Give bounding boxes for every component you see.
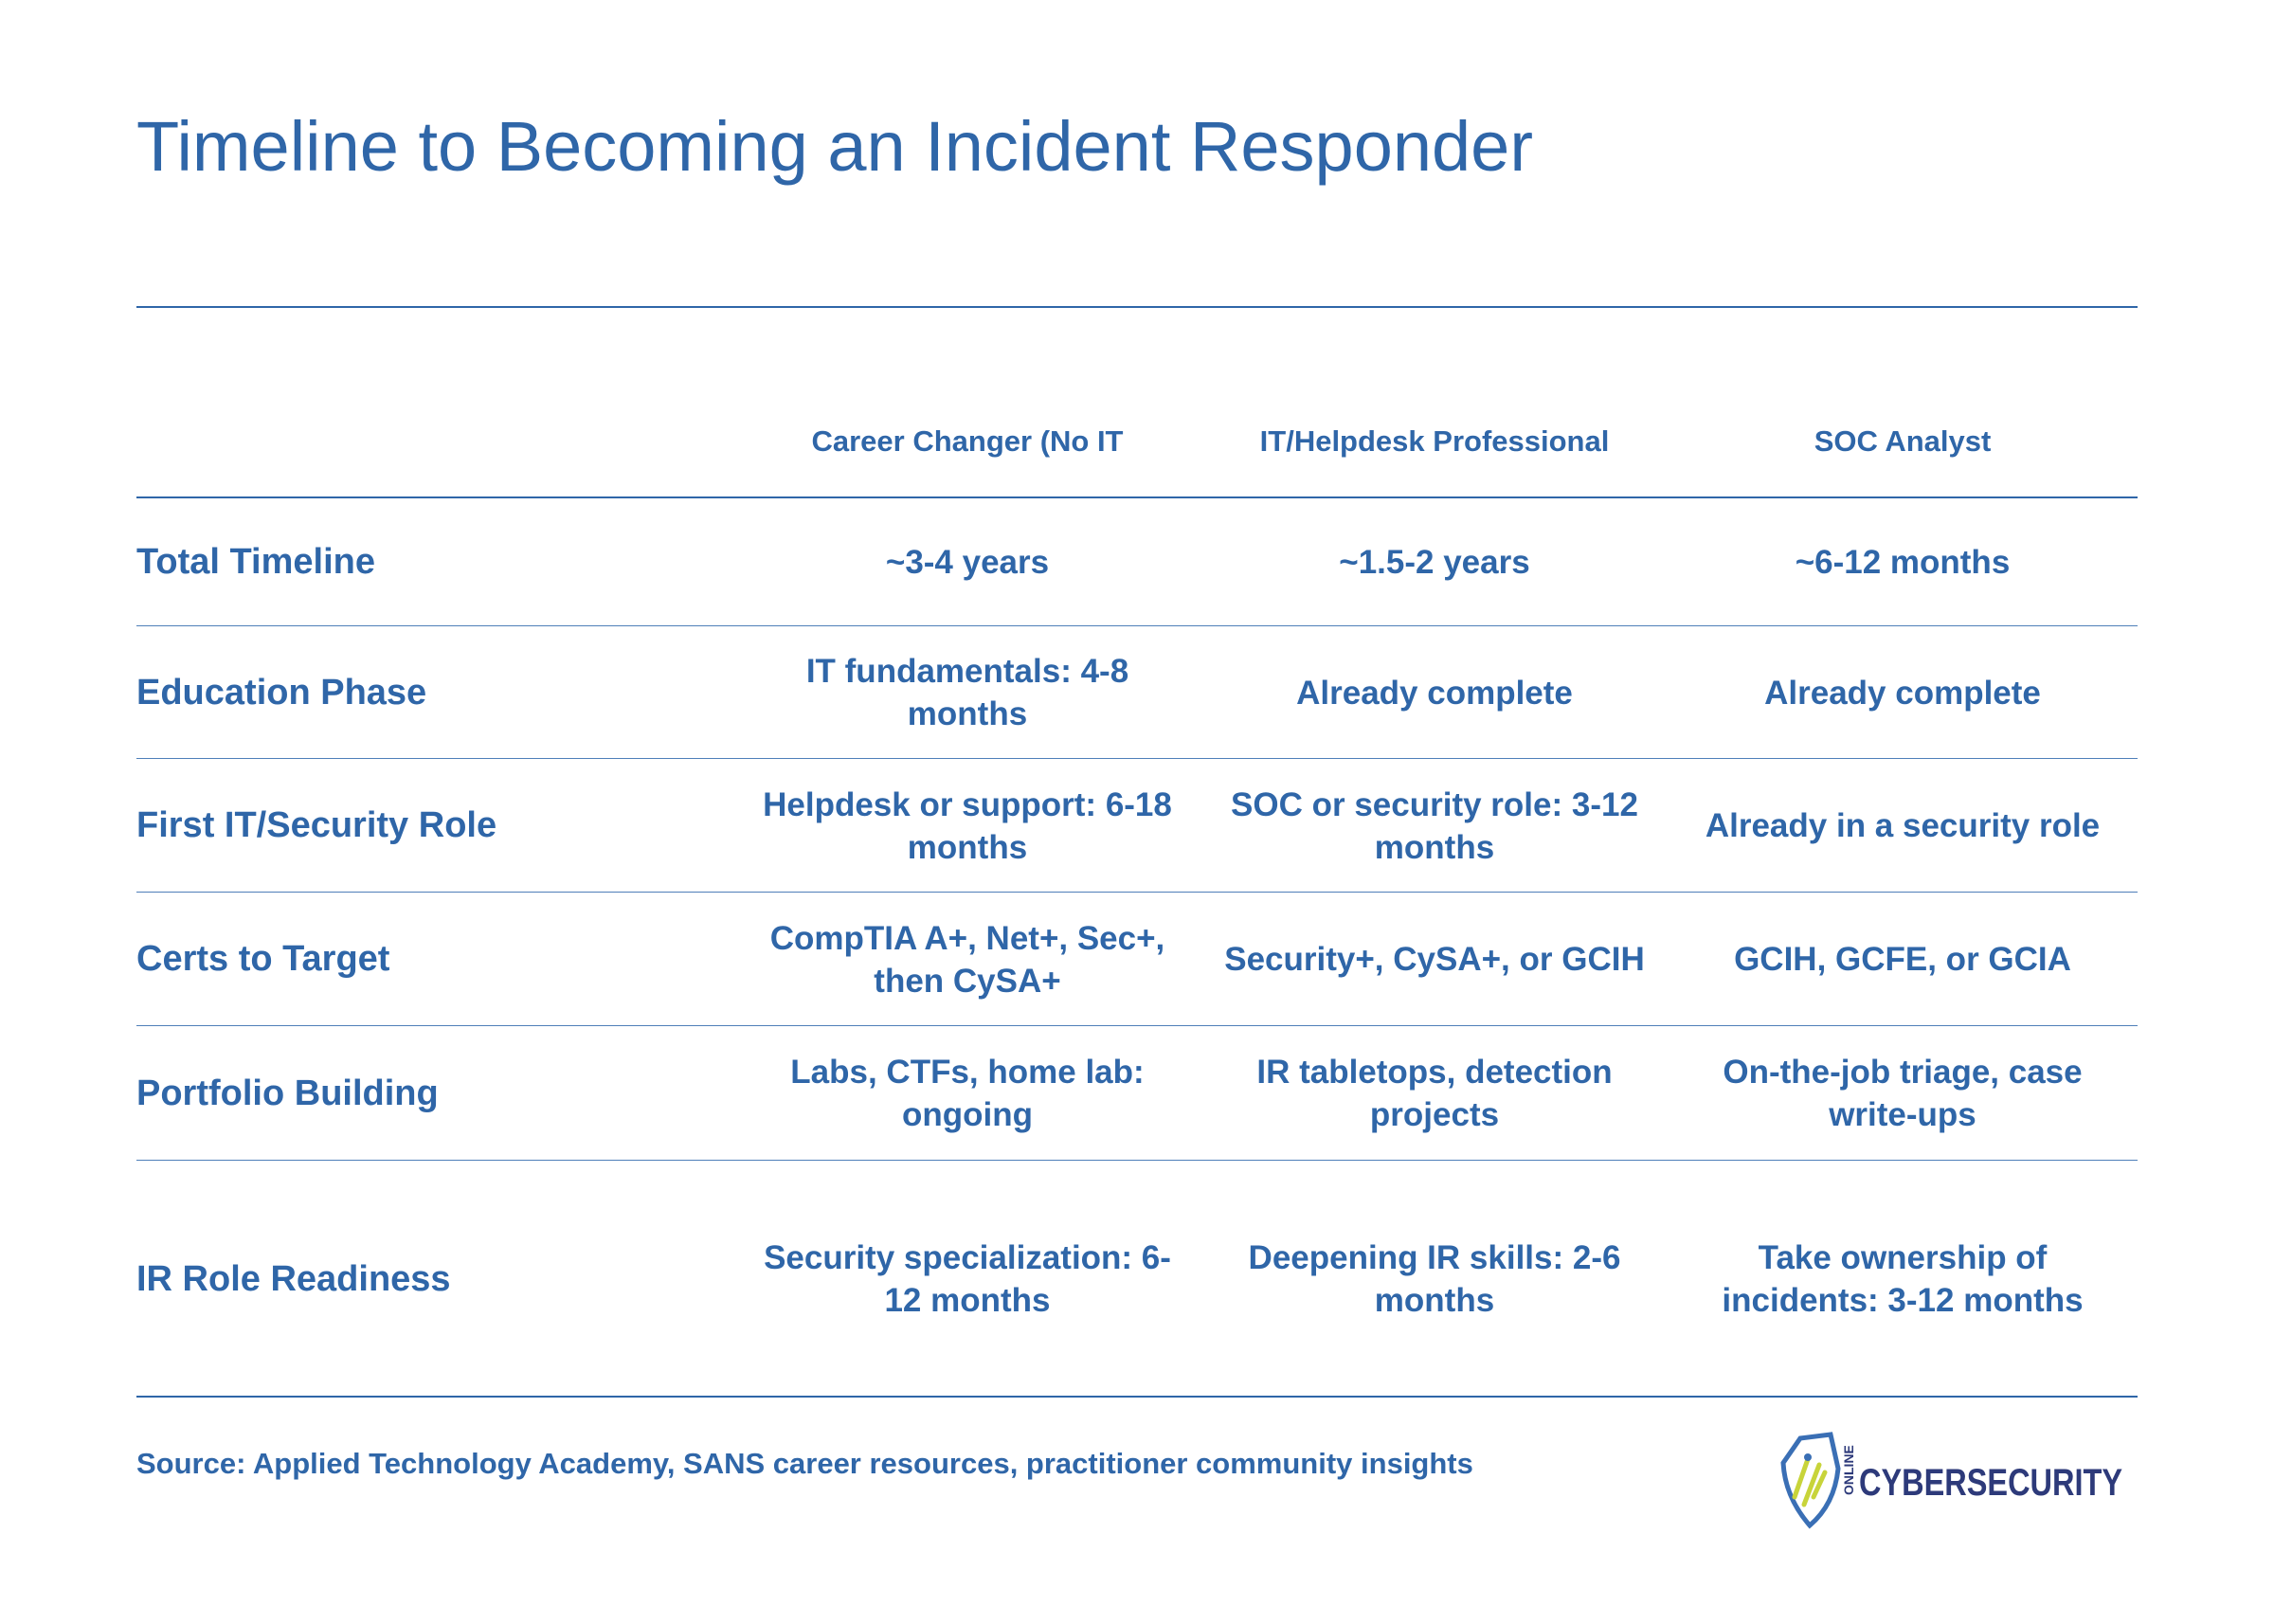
row-label: First IT/Security Role bbox=[136, 805, 497, 845]
table-cell: IR tabletops, detection projects bbox=[1256, 1054, 1613, 1133]
table-cell: Take ownership of incidents: 3-12 months bbox=[1722, 1239, 2084, 1319]
logo-shield bbox=[1780, 1432, 1841, 1529]
row-label: Education Phase bbox=[136, 672, 427, 713]
row-label: IR Role Readiness bbox=[136, 1258, 451, 1299]
table-cell: ~1.5-2 years bbox=[1339, 544, 1530, 581]
table-cell: CompTIA A+, Net+, Sec+, then CySA+ bbox=[769, 919, 1165, 1000]
row-divider bbox=[136, 892, 2138, 893]
table-cell: Security+, CySA+, or GCIH bbox=[1224, 941, 1645, 978]
table-cell: Security specialization: 6-12 months bbox=[764, 1239, 1171, 1319]
table-cell: GCIH, GCFE, or GCIA bbox=[1734, 941, 2071, 978]
table-cell: Already in a security role bbox=[1705, 807, 2101, 844]
table-cell: Already complete bbox=[1764, 674, 2041, 712]
top-rule bbox=[136, 306, 2138, 308]
logo-dot bbox=[1804, 1453, 1812, 1461]
table-cell: SOC or security role: 3-12 months bbox=[1231, 785, 1638, 866]
row-divider bbox=[136, 1025, 2138, 1026]
row-divider bbox=[136, 625, 2138, 626]
row-label: Total Timeline bbox=[136, 542, 375, 582]
table-cell: ~3-4 years bbox=[885, 544, 1050, 581]
logo: ONLINE CYBERSECURITY bbox=[1780, 1432, 2122, 1529]
column-header: Career Changer (No IT bbox=[811, 424, 1124, 458]
table-cell: Deepening IR skills: 2-6 months bbox=[1248, 1239, 1621, 1319]
logo-text: CYBERSECURITY bbox=[1859, 1462, 2122, 1504]
table-cell: ~6-12 months bbox=[1795, 544, 2011, 581]
title: Timeline to Becoming an Incident Respond… bbox=[136, 107, 1533, 186]
column-header: IT/Helpdesk Professional bbox=[1259, 424, 1610, 458]
row-label: Portfolio Building bbox=[136, 1073, 439, 1113]
table-cell: IT fundamentals: 4-8 months bbox=[805, 653, 1129, 732]
row-divider bbox=[136, 1160, 2138, 1161]
logo-lines bbox=[1792, 1456, 1828, 1507]
column-header: SOC Analyst bbox=[1814, 424, 1992, 458]
table-cell: Helpdesk or support: 6-18 months bbox=[763, 785, 1172, 866]
row-label: Certs to Target bbox=[136, 939, 390, 979]
header-rule bbox=[136, 496, 2138, 498]
logo-small-text: ONLINE bbox=[1841, 1445, 1856, 1495]
row-divider bbox=[136, 758, 2138, 759]
table-cell: Already complete bbox=[1296, 674, 1573, 712]
source-note: Source: Applied Technology Academy, SANS… bbox=[136, 1447, 1473, 1480]
table-cell: Labs, CTFs, home lab: ongoing bbox=[790, 1054, 1145, 1133]
bottom-rule bbox=[136, 1396, 2138, 1398]
table-cell: On-the-job triage, case write-ups bbox=[1723, 1054, 2083, 1133]
